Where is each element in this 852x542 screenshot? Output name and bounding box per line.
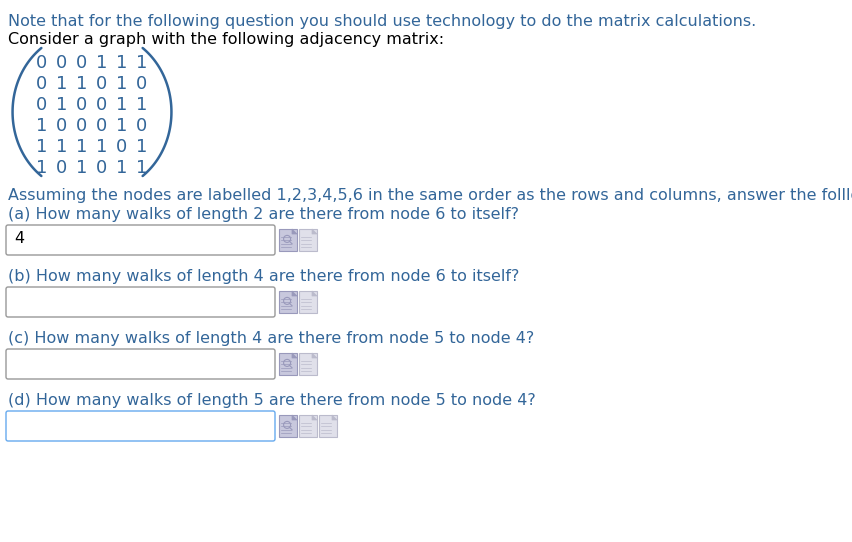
Polygon shape [312,291,317,296]
Text: 0: 0 [56,54,67,72]
Bar [279,291,296,313]
Text: 1: 1 [116,75,128,93]
Bar [279,415,296,437]
Text: 1: 1 [136,138,147,156]
Polygon shape [291,229,296,234]
FancyBboxPatch shape [6,349,274,379]
Text: 1: 1 [116,159,128,177]
Text: 0: 0 [96,117,107,135]
Polygon shape [312,415,317,420]
Bar [279,229,296,251]
Text: 1: 1 [56,138,67,156]
Bar [299,291,317,313]
Text: 0: 0 [136,117,147,135]
Text: Assuming the nodes are labelled 1,2,3,4,5,6 in the same order as the rows and co: Assuming the nodes are labelled 1,2,3,4,… [8,188,852,203]
Polygon shape [291,291,296,296]
Text: 0: 0 [96,159,107,177]
FancyBboxPatch shape [6,225,274,255]
Text: 1: 1 [56,96,67,114]
Text: 1: 1 [37,117,48,135]
Text: Consider a graph with the following adjacency matrix:: Consider a graph with the following adja… [8,32,444,47]
Text: 1: 1 [136,96,147,114]
Text: 1: 1 [37,138,48,156]
Text: 1: 1 [116,96,128,114]
Bar [279,353,296,375]
FancyBboxPatch shape [6,411,274,441]
Text: 0: 0 [77,117,88,135]
Polygon shape [291,415,296,420]
Text: 0: 0 [116,138,128,156]
Text: 0: 0 [96,75,107,93]
Text: 0: 0 [77,96,88,114]
Text: 1: 1 [76,75,88,93]
Text: 1: 1 [76,138,88,156]
Text: 0: 0 [136,75,147,93]
Text: 1: 1 [37,159,48,177]
Text: 0: 0 [37,96,48,114]
Text: (a) How many walks of length 2 are there from node 6 to itself?: (a) How many walks of length 2 are there… [8,207,518,222]
Text: 1: 1 [136,159,147,177]
Polygon shape [291,353,296,358]
Polygon shape [312,353,317,358]
Text: Note that for the following question you should use technology to do the matrix : Note that for the following question you… [8,14,756,29]
Text: 0: 0 [96,96,107,114]
Text: 1: 1 [76,159,88,177]
Text: 1: 1 [96,54,107,72]
Text: 0: 0 [37,75,48,93]
Polygon shape [331,415,337,420]
Text: (c) How many walks of length 4 are there from node 5 to node 4?: (c) How many walks of length 4 are there… [8,331,533,346]
Bar [299,415,317,437]
Text: 1: 1 [116,54,128,72]
Bar [319,415,337,437]
Text: 4: 4 [14,231,24,246]
Text: 1: 1 [96,138,107,156]
Text: 1: 1 [136,54,147,72]
Polygon shape [312,229,317,234]
Text: 1: 1 [56,75,67,93]
Text: 0: 0 [56,117,67,135]
Text: 0: 0 [37,54,48,72]
Bar [299,353,317,375]
FancyBboxPatch shape [6,287,274,317]
Text: 1: 1 [116,117,128,135]
Text: 0: 0 [56,159,67,177]
Text: (d) How many walks of length 5 are there from node 5 to node 4?: (d) How many walks of length 5 are there… [8,393,535,408]
Bar [299,229,317,251]
Text: 0: 0 [77,54,88,72]
Text: (b) How many walks of length 4 are there from node 6 to itself?: (b) How many walks of length 4 are there… [8,269,519,284]
